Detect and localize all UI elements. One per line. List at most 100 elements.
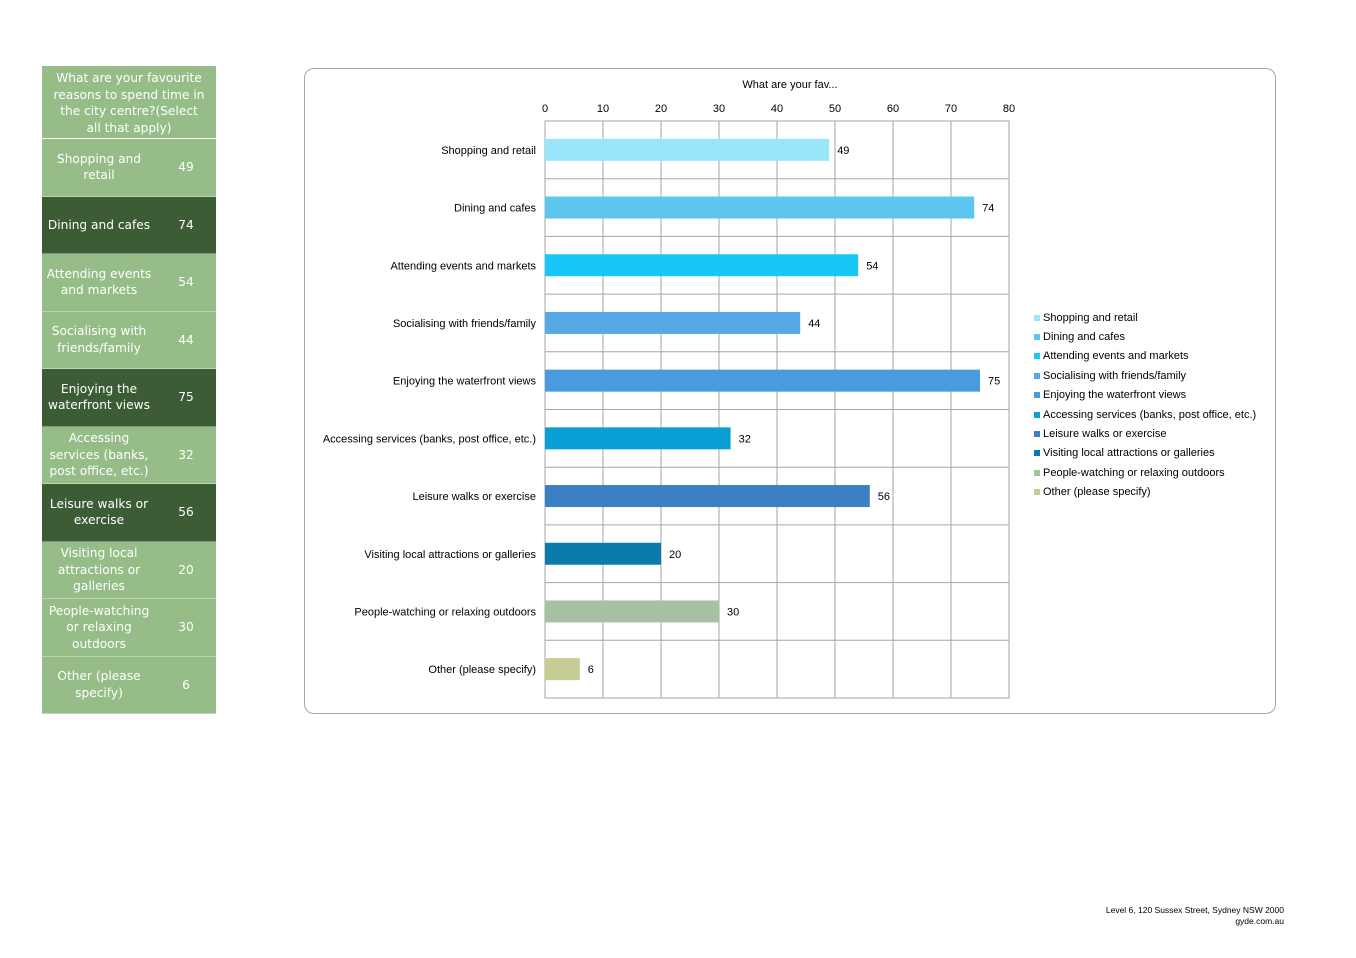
x-tick-label: 50	[829, 103, 841, 115]
table-row: Shopping and retail 49	[42, 139, 216, 197]
bar	[545, 542, 661, 565]
table-row: Attending events and markets 54	[42, 254, 216, 312]
legend-item: Dining and cafes	[1034, 327, 1256, 346]
table-row: Socialising with friends/family 44	[42, 311, 216, 369]
chart-title: What are your fav...	[742, 79, 837, 91]
summary-table: What are your favourite reasons to spend…	[42, 66, 216, 714]
legend-label: Dining and cafes	[1043, 331, 1125, 344]
bar	[545, 658, 580, 681]
table-row: Other (please specify) 6	[42, 656, 216, 714]
table-row-label: People-watching or relaxing outdoors	[48, 603, 150, 651]
category-label: People-watching or relaxing outdoors	[354, 606, 536, 618]
legend-item: Enjoying the waterfront views	[1034, 386, 1256, 405]
table-row-value: 74	[178, 217, 194, 232]
bar	[545, 485, 870, 508]
legend-label: Other (please specify)	[1043, 486, 1151, 499]
bar	[545, 196, 975, 219]
table-row-value: 44	[178, 332, 194, 347]
legend-label: Visiting local attractions or galleries	[1043, 447, 1215, 460]
legend-swatch	[1034, 469, 1040, 476]
category-label: Attending events and markets	[390, 260, 536, 272]
data-label: 44	[808, 318, 820, 330]
category-label: Dining and cafes	[454, 203, 536, 215]
legend-label: Leisure walks or exercise	[1043, 428, 1167, 441]
chart-legend: Shopping and retail Dining and cafes Atten…	[1034, 308, 1256, 502]
table-row-value: 54	[178, 275, 194, 290]
legend-swatch	[1034, 372, 1040, 379]
data-label: 75	[988, 376, 1000, 388]
table-row-value: 20	[178, 562, 194, 577]
legend-swatch	[1034, 392, 1040, 399]
data-label: 20	[669, 549, 681, 561]
data-label: 32	[739, 433, 751, 445]
legend-item: Attending events and markets	[1034, 347, 1256, 366]
category-label: Socialising with friends/family	[393, 318, 537, 330]
category-label: Enjoying the waterfront views	[393, 376, 537, 388]
bar	[545, 369, 980, 392]
data-label: 54	[866, 260, 878, 272]
category-label: Shopping and retail	[441, 145, 536, 157]
legend-label: Socialising with friends/family	[1043, 369, 1187, 382]
legend-label: Enjoying the waterfront views	[1043, 389, 1187, 402]
legend-swatch	[1034, 314, 1040, 321]
table-row-label: Other (please specify)	[57, 669, 141, 700]
bar	[545, 311, 801, 334]
legend-label: Accessing services (banks, post office, …	[1043, 408, 1257, 421]
legend-swatch	[1034, 431, 1040, 438]
legend-label: Shopping and retail	[1043, 311, 1138, 324]
table-row-label: Attending events and markets	[46, 266, 152, 298]
table-row-label: Accessing services (banks, post office, …	[49, 431, 149, 478]
legend-swatch	[1034, 411, 1040, 418]
bar	[545, 600, 719, 623]
legend-item: Shopping and retail	[1034, 308, 1256, 327]
legend-item: Visiting local attractions or galleries	[1034, 444, 1256, 463]
table-row: Leisure walks or exercise 56	[42, 484, 216, 542]
bar-chart: What are your fav... 0 10 20 30 40 50 60 70 80 Sho…	[323, 79, 1015, 699]
legend-swatch	[1034, 489, 1040, 496]
legend-item: Socialising with friends/family	[1034, 366, 1256, 385]
footer: Level 6, 120 Sussex Street, Sydney NSW 2…	[1106, 905, 1284, 927]
table-row-label: Socialising with friends/family	[51, 324, 147, 355]
table-row-label: Leisure walks or exercise	[49, 496, 149, 528]
data-label: 6	[588, 664, 594, 676]
summary-table-header: What are your favourite reasons to spend…	[42, 66, 216, 139]
legend-label: Attending events and markets	[1043, 350, 1189, 363]
table-row-value: 6	[182, 677, 190, 692]
category-label: Visiting local attractions or galleries	[364, 549, 536, 561]
x-tick-label: 10	[597, 103, 609, 115]
footer-address: Level 6, 120 Sussex Street, Sydney NSW 2…	[1105, 905, 1284, 915]
legend-item: Other (please specify)	[1034, 483, 1256, 502]
x-tick-label: 40	[771, 103, 783, 115]
x-tick-label: 30	[713, 103, 725, 115]
table-row-label: Shopping and retail	[56, 151, 142, 183]
data-label: 74	[982, 203, 994, 215]
legend-item: Accessing services (banks, post office, …	[1034, 405, 1256, 424]
bar	[545, 254, 859, 277]
table-row: Accessing services (banks, post office, …	[42, 426, 216, 484]
data-label: 30	[727, 606, 739, 618]
bar	[545, 138, 830, 161]
table-row-label: Visiting local attractions or galleries	[57, 546, 141, 593]
table-row-value: 32	[178, 447, 194, 462]
legend-swatch	[1034, 353, 1040, 360]
x-tick-label: 80	[1003, 103, 1015, 115]
table-row-value: 56	[178, 505, 194, 520]
category-label: Accessing services (banks, post office, …	[323, 433, 536, 445]
table-row-value: 49	[178, 160, 194, 175]
table-row-value: 30	[178, 620, 194, 635]
table-row-label: Enjoying the waterfront views	[47, 381, 150, 413]
legend-swatch	[1034, 450, 1040, 457]
chart-panel: What are your fav... 0 10 20 30 40 50 60 70 80 Sho…	[304, 68, 1276, 714]
table-row: Dining and cafes 74	[42, 196, 216, 254]
bar	[545, 427, 731, 450]
x-tick-label: 0	[542, 103, 548, 115]
data-label: 56	[878, 491, 890, 503]
summary-table-body: Shopping and retail 49 Dining and cafes 74 A…	[42, 139, 216, 714]
table-row: Visiting local attractions or galleries 2…	[42, 541, 216, 599]
legend-label: People-watching or relaxing outdoors	[1043, 466, 1225, 479]
legend-swatch	[1034, 334, 1040, 341]
footer-website: gyde.com.au	[1235, 916, 1284, 926]
x-tick-label: 60	[887, 103, 899, 115]
category-label: Other (please specify)	[428, 664, 536, 676]
table-row: Enjoying the waterfront views 75	[42, 369, 216, 427]
